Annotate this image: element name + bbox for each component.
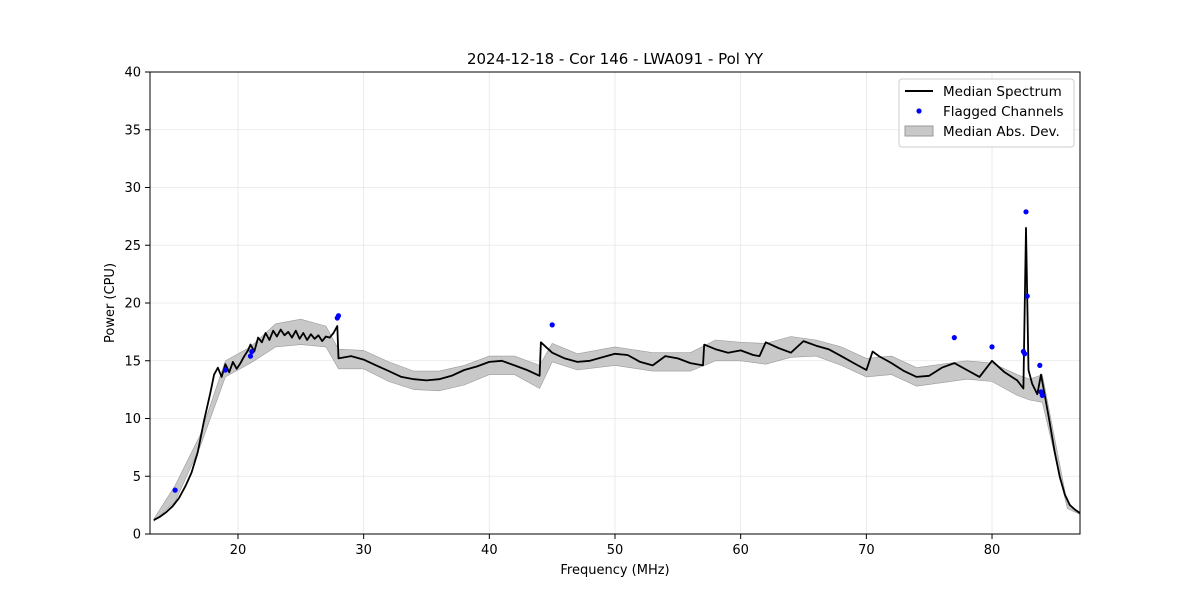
flagged-channel-point — [1039, 392, 1045, 398]
x-tick-label: 80 — [984, 543, 1001, 558]
median-spectrum-line — [153, 226, 1081, 521]
mad-band-layer — [153, 318, 1081, 522]
chart-title: 2024-12-18 - Cor 146 - LWA091 - Pol YY — [467, 50, 764, 68]
y-tick-label: 5 — [133, 470, 141, 485]
flagged-channel-point — [335, 313, 342, 319]
legend: Median Spectrum Flagged Channels Median … — [898, 78, 1075, 148]
legend-box — [898, 78, 1075, 148]
legend-mad-label: Median Abs. Dev. — [943, 124, 1060, 140]
x-tick-label: 30 — [355, 543, 372, 558]
flagged-channel-point — [1023, 209, 1029, 215]
legend-mad-swatch — [904, 125, 934, 137]
mad-band — [153, 318, 1081, 522]
flagged-channel-point — [1024, 293, 1030, 299]
flagged-channel-point — [989, 344, 995, 350]
legend-median-label: Median Spectrum — [943, 84, 1062, 100]
x-tick-label: 60 — [732, 543, 749, 558]
x-tick-label: 20 — [230, 543, 247, 558]
y-tick-label: 35 — [124, 123, 141, 138]
y-tick-label: 40 — [124, 66, 141, 81]
flagged-channel-point — [951, 335, 957, 341]
flagged-channel-point — [172, 487, 178, 493]
y-tick-label: 25 — [124, 239, 141, 254]
x-axis-label: Frequency (MHz) — [560, 563, 669, 578]
y-tick-label: 10 — [124, 412, 141, 427]
flagged-channel-point — [549, 322, 555, 328]
flagged-channel-point — [247, 353, 254, 359]
grid — [150, 71, 1080, 535]
flagged-channel-point — [1037, 362, 1043, 368]
y-tick-label: 15 — [124, 354, 141, 369]
y-tick-label: 20 — [124, 297, 141, 312]
flagged-channel-point — [1022, 351, 1028, 357]
legend-flagged-swatch — [916, 108, 922, 114]
y-tick-label: 0 — [133, 528, 141, 543]
y-axis-ticks: 0 5 10 15 20 25 30 35 40 — [124, 66, 150, 543]
x-axis-ticks: 20 30 40 50 60 70 80 — [230, 534, 1001, 558]
x-tick-label: 70 — [858, 543, 875, 558]
flagged-channel-point — [222, 367, 228, 373]
y-tick-label: 30 — [124, 181, 141, 196]
flagged-channel-point — [249, 348, 255, 355]
flagged-points-layer — [172, 209, 1045, 493]
x-tick-label: 40 — [481, 543, 498, 558]
legend-flagged-label: Flagged Channels — [943, 104, 1064, 120]
x-tick-label: 50 — [607, 543, 624, 558]
y-axis-label: Power (CPU) — [103, 263, 118, 343]
median-line-layer — [153, 226, 1081, 521]
